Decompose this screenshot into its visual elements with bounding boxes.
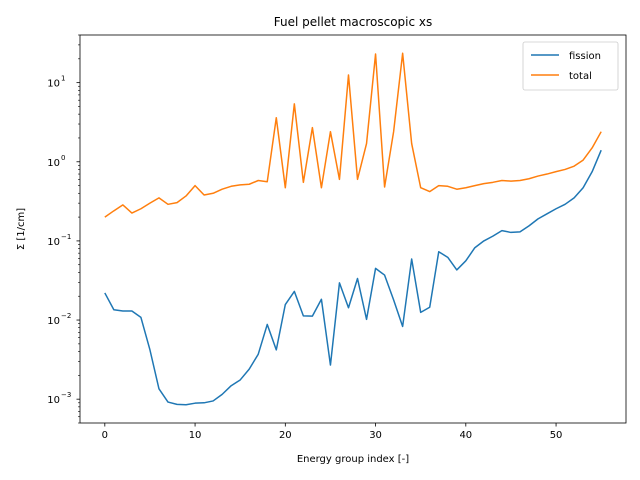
x-axis: 0 10 20 30 40 50 <box>102 423 563 441</box>
x-tick-label: 50 <box>550 430 563 441</box>
series-layer <box>104 52 602 406</box>
x-tick-label: 40 <box>459 430 472 441</box>
legend-box <box>522 41 619 91</box>
chart-title: Fuel pellet macroscopic xs <box>274 15 433 29</box>
y-tick-exponent: 1 <box>61 75 65 83</box>
legend-label-fission: fission <box>569 51 601 62</box>
legend-label-total: total <box>569 71 592 82</box>
y-tick-label: 10 <box>47 237 60 248</box>
y-axis-label: Σ [1/cm] <box>16 208 27 250</box>
y-tick-label: 10 <box>47 158 60 169</box>
legend: fission total <box>522 41 619 91</box>
y-tick-label: 10 <box>47 395 60 406</box>
y-tick-exponent: 0 <box>61 154 65 162</box>
x-tick-label: 0 <box>102 430 108 441</box>
y-tick-exponent: −2 <box>61 312 71 320</box>
y-tick-exponent: −1 <box>61 233 71 241</box>
y-tick-label: 10 <box>47 316 60 327</box>
y-tick-label: 10 <box>47 79 60 90</box>
x-tick-label: 30 <box>369 430 382 441</box>
x-tick-label: 20 <box>279 430 292 441</box>
axes-frame <box>79 34 627 424</box>
x-axis-label: Energy group index [-] <box>297 454 409 465</box>
y-tick-exponent: −3 <box>61 391 71 399</box>
series-line-fission <box>104 149 602 406</box>
x-tick-label: 10 <box>189 430 202 441</box>
series-line-total <box>104 52 602 218</box>
